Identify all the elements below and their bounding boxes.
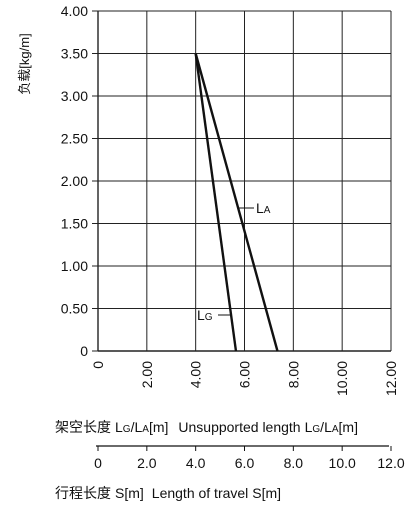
travel-tick-label: 6.0 — [235, 455, 255, 471]
series-label-lg: LG — [197, 307, 231, 323]
x-axis-title: 架空长度 LG/LA[m] Unsupported length LG/LA[m] — [55, 419, 358, 435]
y-tick-label: 2.50 — [61, 131, 88, 147]
x-tick-label: 12.00 — [383, 361, 399, 396]
travel-axis-var2: S[m] — [252, 485, 281, 501]
travel-tick-label: 0 — [94, 455, 102, 471]
x-axis-var2-l1: L — [305, 419, 313, 435]
travel-tick-label: 8.0 — [284, 455, 304, 471]
grid — [92, 10, 392, 352]
x-tick-label: 4.00 — [188, 361, 204, 388]
y-axis-title: 负载[kg/m] — [17, 33, 32, 94]
travel-axis-title-cn: 行程长度 — [55, 485, 111, 501]
series-label-lg-main: L — [197, 307, 205, 323]
travel-axis-title: 行程长度 S[m] Length of travel S[m] — [55, 485, 281, 501]
y-tick-label: 0.50 — [61, 301, 88, 317]
x-axis-var2-sep: / — [320, 419, 324, 435]
y-tick-label: 0 — [80, 343, 88, 359]
y-tick-label: 3.50 — [61, 46, 88, 62]
x-axis-title-cn: 架空长度 — [55, 419, 111, 435]
y-tick-label: 1.00 — [61, 258, 88, 274]
x-tick-labels: 0 2.00 4.00 6.00 8.00 10.00 12.00 — [90, 361, 399, 396]
x-axis-var2-unit: [m] — [339, 419, 358, 435]
x-tick-label: 8.00 — [285, 361, 301, 388]
x-axis-var2-l2: L — [324, 419, 332, 435]
travel-tick-labels: 0 2.0 4.0 6.0 8.0 10.0 12.0 — [94, 446, 405, 471]
travel-tick-label: 4.0 — [186, 455, 206, 471]
x-axis-var-l2: L — [134, 419, 142, 435]
series-label-lg-sub: G — [205, 312, 213, 323]
svg-text:LA: LA — [256, 200, 271, 216]
travel-axis-title-en: Length of travel — [152, 485, 249, 501]
series-label-la-main: L — [256, 200, 264, 216]
x-axis-var2-s1: G — [312, 424, 320, 435]
x-axis-var-sep: / — [131, 419, 135, 435]
travel-tick-label: 2.0 — [137, 455, 157, 471]
y-tick-label: 1.50 — [61, 216, 88, 232]
series-line-la — [194, 53, 279, 352]
y-tick-label: 4.00 — [61, 3, 88, 19]
x-axis-title-en: Unsupported length — [178, 419, 300, 435]
svg-text:LG: LG — [197, 307, 213, 323]
travel-tick-label: 12.0 — [377, 455, 404, 471]
x-axis-var-l1: L — [115, 419, 123, 435]
x-axis-var-unit: [m] — [149, 419, 168, 435]
travel-axis-var: S[m] — [115, 485, 144, 501]
series-label-la: LA — [238, 200, 271, 216]
series-line-lg — [194, 53, 238, 352]
x-tick-label: 2.00 — [139, 361, 155, 388]
series-label-la-sub: A — [264, 205, 271, 216]
x-tick-label: 10.00 — [334, 361, 350, 396]
x-axis-var-s2: A — [142, 424, 149, 435]
series-lines — [194, 53, 279, 352]
travel-tick-label: 10.0 — [329, 455, 356, 471]
y-tick-label: 3.00 — [61, 88, 88, 104]
x-axis-var2-s2: A — [332, 424, 339, 435]
y-tick-labels: 0 0.50 1.00 1.50 2.00 2.50 3.00 3.50 4.00 — [61, 3, 88, 359]
x-tick-label: 0 — [90, 361, 106, 369]
y-tick-label: 2.00 — [61, 173, 88, 189]
x-axis-var-s1: G — [123, 424, 131, 435]
x-tick-label: 6.00 — [237, 361, 253, 388]
